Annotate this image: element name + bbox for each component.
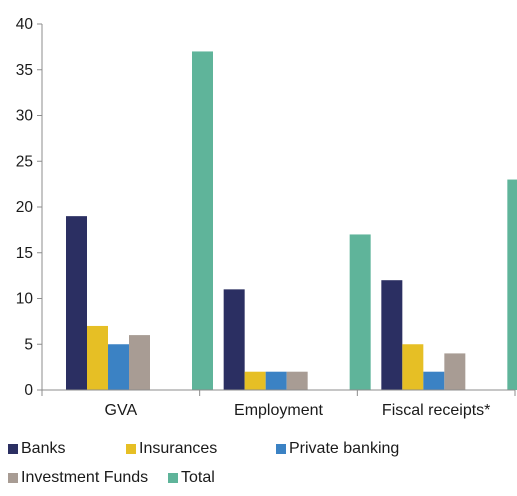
y-tick-label: 30 bbox=[16, 108, 34, 125]
y-tick-label: 25 bbox=[16, 153, 33, 170]
bar-insurances-2 bbox=[402, 344, 424, 390]
bar-private-banking-2 bbox=[423, 371, 445, 390]
bar-banks-0 bbox=[66, 216, 87, 390]
x-category-label: Employment bbox=[234, 402, 323, 419]
bars bbox=[66, 51, 517, 390]
legend-label: Total bbox=[181, 469, 215, 486]
legend-label: Private banking bbox=[289, 440, 400, 457]
bar-private-banking-1 bbox=[265, 371, 287, 390]
legend-item: Total bbox=[168, 467, 215, 489]
y-tick-label: 10 bbox=[16, 291, 34, 308]
bar-total-1 bbox=[349, 234, 371, 390]
y-tick-label: 40 bbox=[16, 16, 34, 33]
legend-label: Investment Funds bbox=[21, 469, 149, 486]
y-tick-label: 15 bbox=[16, 245, 33, 262]
legend-swatch bbox=[276, 444, 286, 454]
legend-label: Insurances bbox=[139, 440, 218, 457]
legend-swatch bbox=[8, 444, 18, 454]
legend-swatch bbox=[168, 473, 178, 483]
bar-chart: 0 5 10 15 20 25 30 35 40 GVA Employment Fiscal rec… bbox=[16, 16, 517, 419]
bar-insurances-1 bbox=[244, 371, 266, 390]
x-category-label: Fiscal receipts* bbox=[382, 402, 490, 419]
x-category-label: GVA bbox=[105, 402, 138, 419]
bar-investment-funds-1 bbox=[286, 371, 308, 390]
legend-item: Private banking bbox=[276, 438, 481, 460]
legend-item: Insurances bbox=[126, 438, 276, 460]
bar-investment-funds-0 bbox=[129, 335, 150, 390]
bar-banks-2 bbox=[381, 280, 403, 390]
legend-item: Banks bbox=[8, 438, 126, 460]
bar-total-0 bbox=[192, 51, 213, 390]
bar-banks-1 bbox=[223, 289, 245, 390]
bar-investment-funds-2 bbox=[444, 353, 466, 390]
y-tick-label: 20 bbox=[16, 199, 34, 216]
legend-swatch bbox=[8, 473, 18, 483]
legend-swatch bbox=[126, 444, 136, 454]
legend: Banks Insurances Private banking Investment… bbox=[8, 438, 513, 496]
legend-item: Investment Funds bbox=[8, 467, 168, 489]
bar-total-2 bbox=[507, 179, 517, 390]
y-axis: 0 5 10 15 20 25 30 35 40 bbox=[16, 16, 43, 399]
bar-private-banking-0 bbox=[108, 344, 129, 390]
bar-insurances-0 bbox=[87, 325, 108, 390]
legend-label: Banks bbox=[21, 440, 66, 457]
y-tick-label: 35 bbox=[16, 62, 33, 79]
y-tick-label: 5 bbox=[24, 336, 33, 353]
y-tick-label: 0 bbox=[24, 382, 33, 399]
x-axis: GVA Employment Fiscal receipts* bbox=[41, 389, 516, 419]
